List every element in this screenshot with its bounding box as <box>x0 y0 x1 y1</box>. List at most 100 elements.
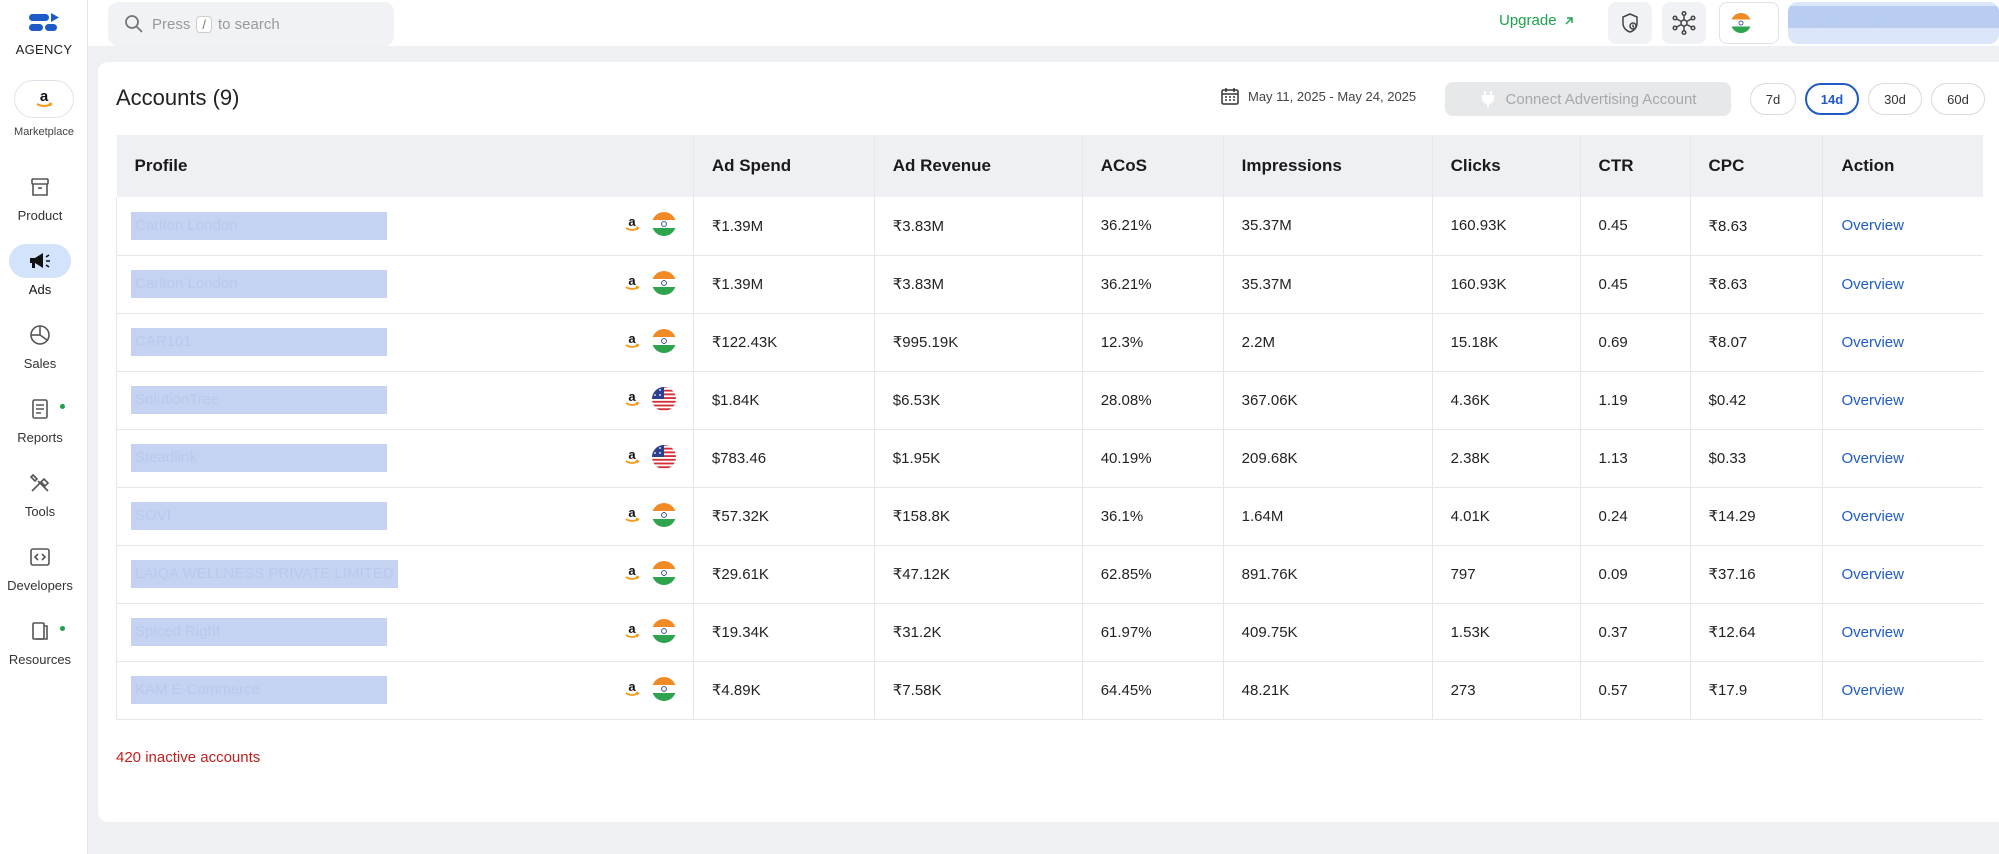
overview-link[interactable]: Overview <box>1841 623 1904 641</box>
inactive-accounts-link[interactable]: 420 inactive accounts <box>116 749 261 766</box>
col-header-profile[interactable]: Profile <box>116 135 694 197</box>
cpc-cell: $0.33 <box>1690 429 1824 488</box>
cpc-cell: ₹37.16 <box>1690 545 1824 604</box>
ad-spend-cell: ₹57.32K <box>693 487 875 546</box>
network-icon <box>1672 10 1696 36</box>
account-selector[interactable]: KAM eCommerce <box>1788 2 1999 44</box>
megaphone-icon <box>9 244 71 278</box>
marketplace-selector[interactable]: a Marketplace <box>0 80 88 138</box>
col-header-acos[interactable]: ACoS <box>1082 135 1224 197</box>
brand-label: AGENCY <box>15 42 73 57</box>
acos-cell: 28.08% <box>1082 371 1224 430</box>
profile-name[interactable]: Carlton London <box>131 211 387 240</box>
profile-cell[interactable]: Steadlink a <box>116 429 694 488</box>
profile-cell[interactable]: Carlton London a <box>116 197 694 256</box>
profile-name[interactable]: SolutionTree <box>131 386 387 414</box>
security-button[interactable] <box>1608 2 1652 44</box>
brand-logo[interactable]: AGENCY <box>0 12 88 57</box>
overview-link[interactable]: Overview <box>1841 391 1904 409</box>
amazon-icon: a <box>623 447 641 471</box>
col-header-ad-revenue[interactable]: Ad Revenue <box>874 135 1083 197</box>
ad-revenue-cell: ₹7.58K <box>874 661 1083 720</box>
action-cell: Overview <box>1822 545 1983 604</box>
connect-advertising-account-button[interactable]: Connect Advertising Account <box>1445 82 1731 116</box>
profile-cell[interactable]: Spiced Right a <box>116 603 694 662</box>
col-header-ctr[interactable]: CTR <box>1580 135 1691 197</box>
profile-marketplace-icons: a <box>623 211 677 241</box>
overview-link[interactable]: Overview <box>1841 565 1904 583</box>
col-header-clicks[interactable]: Clicks <box>1432 135 1581 197</box>
svg-text:a: a <box>628 563 636 578</box>
ctr-cell: 0.69 <box>1580 313 1691 372</box>
table-row: LAIQA WELLNESS PRIVATE LIMITED a ₹29.61K ₹4… <box>116 545 1983 604</box>
account-selector-highlight <box>1788 6 1999 28</box>
overview-link[interactable]: Overview <box>1841 217 1904 235</box>
accounts-table: Profile Ad Spend Ad Revenue ACoS Impress… <box>116 135 1983 720</box>
svg-text:a: a <box>628 273 636 288</box>
table-body: Carlton London a ₹1.39M ₹3.83M 36.21% 35.37M 1… <box>116 197 1983 720</box>
action-cell: Overview <box>1822 371 1983 430</box>
ad-revenue-cell: $6.53K <box>874 371 1083 430</box>
ctr-cell: 0.45 <box>1580 197 1691 256</box>
table-row: SOVI a ₹57.32K ₹158.8K 36.1% 1.64M 4.01K 0.24 ₹1… <box>116 487 1983 546</box>
upgrade-link[interactable]: Upgrade <box>1499 12 1575 29</box>
overview-link[interactable]: Overview <box>1841 681 1904 699</box>
nav-label-ads: Ads <box>28 282 52 297</box>
nav-item-reports[interactable]: Reports <box>0 392 80 445</box>
col-header-cpc[interactable]: CPC <box>1690 135 1824 197</box>
search-input[interactable]: Press / to search <box>108 2 394 46</box>
profile-name[interactable]: Carlton London <box>131 270 387 298</box>
profile-cell[interactable]: CAR101 a <box>116 313 694 372</box>
nav-item-tools[interactable]: Tools <box>0 466 80 519</box>
period-14d-button[interactable]: 14d <box>1805 83 1859 115</box>
resources-status-dot <box>60 626 65 631</box>
ad-spend-cell: $1.84K <box>693 371 875 430</box>
ctr-cell: 0.37 <box>1580 603 1691 662</box>
nav-item-developers[interactable]: Developers <box>0 540 80 593</box>
india-flag-icon <box>651 270 677 300</box>
overview-link[interactable]: Overview <box>1841 507 1904 525</box>
period-60d-button[interactable]: 60d <box>1931 83 1985 115</box>
date-range-picker[interactable]: May 11, 2025 - May 24, 2025 <box>1220 86 1416 106</box>
profile-name[interactable]: SOVI <box>131 502 387 530</box>
col-header-action: Action <box>1822 135 1983 197</box>
overview-link[interactable]: Overview <box>1841 275 1904 293</box>
profile-name[interactable]: Spiced Right <box>131 618 387 646</box>
nav-label-developers: Developers <box>7 578 73 593</box>
profile-cell[interactable]: Carlton London a <box>116 255 694 314</box>
amazon-icon: a <box>623 621 641 645</box>
period-7d-button[interactable]: 7d <box>1750 83 1796 115</box>
period-30d-button[interactable]: 30d <box>1868 83 1922 115</box>
cpc-cell: $0.42 <box>1690 371 1824 430</box>
col-header-impressions[interactable]: Impressions <box>1223 135 1433 197</box>
page-title: Accounts (9) <box>116 85 240 110</box>
profile-name[interactable]: CAR101 <box>131 328 387 356</box>
cpc-cell: ₹8.63 <box>1690 255 1824 314</box>
profile-name[interactable]: KAM E-Commerce <box>131 676 387 704</box>
nav-item-product[interactable]: Product <box>0 170 80 223</box>
cpc-cell: ₹12.64 <box>1690 603 1824 662</box>
col-header-ad-spend[interactable]: Ad Spend <box>693 135 875 197</box>
nav-item-resources[interactable]: Resources <box>0 614 80 667</box>
reports-status-dot <box>60 404 65 409</box>
profile-cell[interactable]: SolutionTree a <box>116 371 694 430</box>
overview-link[interactable]: Overview <box>1841 449 1904 467</box>
profile-cell[interactable]: SOVI a <box>116 487 694 546</box>
profile-name[interactable]: LAIQA WELLNESS PRIVATE LIMITED <box>131 560 398 588</box>
table-row: Steadlink a $783.46 $1.95K 40.19% 209.68K 2.38… <box>116 429 1983 488</box>
svg-text:a: a <box>628 389 636 404</box>
clicks-cell: 273 <box>1432 661 1581 720</box>
ad-spend-cell: ₹122.43K <box>693 313 875 372</box>
profile-marketplace-icons: a <box>623 502 677 532</box>
amazon-icon: a <box>623 214 641 238</box>
nav-label-resources: Resources <box>8 652 72 667</box>
profile-name[interactable]: Steadlink <box>131 444 387 472</box>
profile-marketplace-icons: a <box>623 560 677 590</box>
overview-link[interactable]: Overview <box>1841 333 1904 351</box>
country-selector[interactable] <box>1719 2 1779 44</box>
nav-item-sales[interactable]: Sales <box>0 318 80 371</box>
integrations-button[interactable] <box>1662 2 1706 44</box>
nav-item-ads[interactable]: Ads <box>0 244 80 297</box>
profile-cell[interactable]: LAIQA WELLNESS PRIVATE LIMITED a <box>116 545 694 604</box>
profile-cell[interactable]: KAM E-Commerce a <box>116 661 694 720</box>
